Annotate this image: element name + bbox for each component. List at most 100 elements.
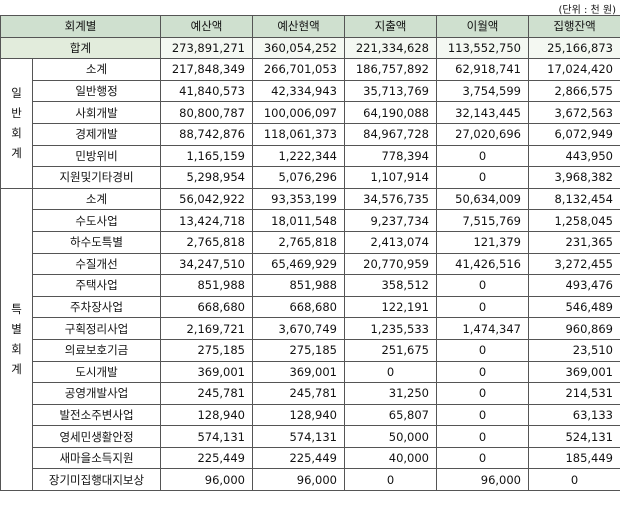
row-label: 소계 <box>32 58 161 81</box>
value-cell: 3,754,599 <box>436 79 529 103</box>
table-row: 영세민생활안정 574,131 574,131 50,000 0 524,131 <box>1 425 620 448</box>
value-cell: 13,424,718 <box>160 209 253 232</box>
value-cell: 186,757,892 <box>344 58 437 81</box>
header-cell: 예산현액 <box>252 15 345 38</box>
value-cell: 358,512 <box>344 274 437 297</box>
table-row: 사회개발 80,800,787 100,006,097 64,190,088 32,14… <box>1 101 620 124</box>
value-cell: 0 <box>436 144 529 168</box>
row-label: 의료보호기금 <box>32 338 161 362</box>
value-cell: 9,237,734 <box>344 209 437 232</box>
value-cell: 443,950 <box>528 144 620 168</box>
row-label: 소계 <box>32 187 161 211</box>
table-row: 발전소주변사업 128,940 128,940 65,807 0 63,133 <box>1 403 620 427</box>
row-label: 수질개선 <box>32 252 161 276</box>
value-cell: 225,449 <box>252 446 345 470</box>
table-row: 일반회계 소계 217,848,349 266,701,053 186,757,892 6… <box>0 58 620 189</box>
value-cell: 41,426,516 <box>436 252 529 276</box>
value-cell: 32,143,445 <box>436 101 529 124</box>
value-cell: 217,848,349 <box>160 58 253 81</box>
total-row: 합계 273,891,271 360,054,252 221,334,628 113,5… <box>0 36 620 60</box>
value-cell: 0 <box>436 382 529 405</box>
value-cell: 0 <box>436 425 529 448</box>
value-cell: 369,001 <box>252 360 345 384</box>
value-cell: 122,191 <box>344 295 437 319</box>
value-cell: 2,866,575 <box>528 79 620 103</box>
value-cell: 31,250 <box>344 382 437 405</box>
row-label: 주차장사업 <box>32 295 161 319</box>
value-cell: 2,765,818 <box>252 230 345 254</box>
table-row: 경제개발 88,742,876 118,061,373 84,967,728 27,02… <box>1 122 620 146</box>
table-row: 특별회계 소계 56,042,922 93,353,199 34,576,735 50,6… <box>0 187 620 492</box>
value-cell: 0 <box>436 403 529 427</box>
value-cell: 1,474,347 <box>436 317 529 340</box>
value-cell: 493,476 <box>528 274 620 297</box>
value-cell: 0 <box>436 338 529 362</box>
value-cell: 65,469,929 <box>252 252 345 276</box>
value-cell: 5,076,296 <box>252 166 345 189</box>
value-cell: 574,131 <box>160 425 253 448</box>
row-label: 장기미집행대지보상 <box>32 468 161 492</box>
value-cell: 17,024,420 <box>528 58 620 81</box>
value-cell: 231,365 <box>528 230 620 254</box>
group-label: 일반회계 <box>0 58 33 189</box>
value-cell: 5,298,954 <box>160 166 253 189</box>
value-cell: 80,800,787 <box>160 101 253 124</box>
value-cell: 0 <box>436 360 529 384</box>
value-cell: 0 <box>344 468 437 492</box>
value-cell: 96,000 <box>436 468 529 492</box>
value-cell: 0 <box>344 360 437 384</box>
row-label: 발전소주변사업 <box>32 403 161 427</box>
row-label: 공영개발사업 <box>32 382 161 405</box>
value-cell: 65,807 <box>344 403 437 427</box>
value-cell: 273,891,271 <box>160 36 253 60</box>
value-cell: 25,166,873 <box>528 36 620 60</box>
value-cell: 360,054,252 <box>252 36 345 60</box>
table-row: 주택사업 851,988 851,988 358,512 0 493,476 <box>1 274 620 297</box>
group-label-text: 특별회계 <box>11 302 22 377</box>
value-cell: 0 <box>528 468 620 492</box>
header-row: 회계별 예산액 예산현액 지출액 이월액 집행잔액 <box>0 15 620 38</box>
value-cell: 40,000 <box>344 446 437 470</box>
header-cell: 회계별 <box>0 15 161 38</box>
value-cell: 2,169,721 <box>160 317 253 340</box>
value-cell: 1,165,159 <box>160 144 253 168</box>
value-cell: 225,449 <box>160 446 253 470</box>
value-cell: 0 <box>436 166 529 189</box>
value-cell: 1,235,533 <box>344 317 437 340</box>
row-label: 수도사업 <box>32 209 161 232</box>
value-cell: 96,000 <box>252 468 345 492</box>
value-cell: 0 <box>436 295 529 319</box>
table-row: 주차장사업 668,680 668,680 122,191 0 546,489 <box>1 295 620 319</box>
value-cell: 524,131 <box>528 425 620 448</box>
budget-table: 회계별 예산액 예산현액 지출액 이월액 집행잔액 합계 273,891,271 3… <box>0 15 620 492</box>
value-cell: 245,781 <box>252 382 345 405</box>
row-label: 주택사업 <box>32 274 161 297</box>
group-label-text: 일반회계 <box>11 86 22 161</box>
table-row: 장기미집행대지보상 96,000 96,000 0 96,000 0 <box>1 468 620 492</box>
value-cell: 3,672,563 <box>528 101 620 124</box>
value-cell: 266,701,053 <box>252 58 345 81</box>
table-row: 수도사업 13,424,718 18,011,548 9,237,734 7,515,7… <box>1 209 620 232</box>
value-cell: 369,001 <box>528 360 620 384</box>
value-cell: 50,634,009 <box>436 187 529 211</box>
value-cell: 8,132,454 <box>528 187 620 211</box>
table-row: 일반행정 41,840,573 42,334,943 35,713,769 3,754,… <box>1 79 620 103</box>
value-cell: 1,222,344 <box>252 144 345 168</box>
table-row: 하수도특별 2,765,818 2,765,818 2,413,074 121,379 2… <box>1 230 620 254</box>
table-row: 공영개발사업 245,781 245,781 31,250 0 214,531 <box>1 382 620 405</box>
value-cell: 84,967,728 <box>344 122 437 146</box>
table-row: 새마을소득지원 225,449 225,449 40,000 0 185,449 <box>1 446 620 470</box>
value-cell: 668,680 <box>160 295 253 319</box>
value-cell: 275,185 <box>252 338 345 362</box>
value-cell: 64,190,088 <box>344 101 437 124</box>
value-cell: 100,006,097 <box>252 101 345 124</box>
value-cell: 369,001 <box>160 360 253 384</box>
value-cell: 50,000 <box>344 425 437 448</box>
row-label: 구획정리사업 <box>32 317 161 340</box>
table-row: 도시개발 369,001 369,001 0 0 369,001 <box>1 360 620 384</box>
value-cell: 118,061,373 <box>252 122 345 146</box>
table-row: 구획정리사업 2,169,721 3,670,749 1,235,533 1,474,3… <box>1 317 620 340</box>
value-cell: 3,272,455 <box>528 252 620 276</box>
table-row: 의료보호기금 275,185 275,185 251,675 0 23,510 <box>1 338 620 362</box>
value-cell: 128,940 <box>160 403 253 427</box>
